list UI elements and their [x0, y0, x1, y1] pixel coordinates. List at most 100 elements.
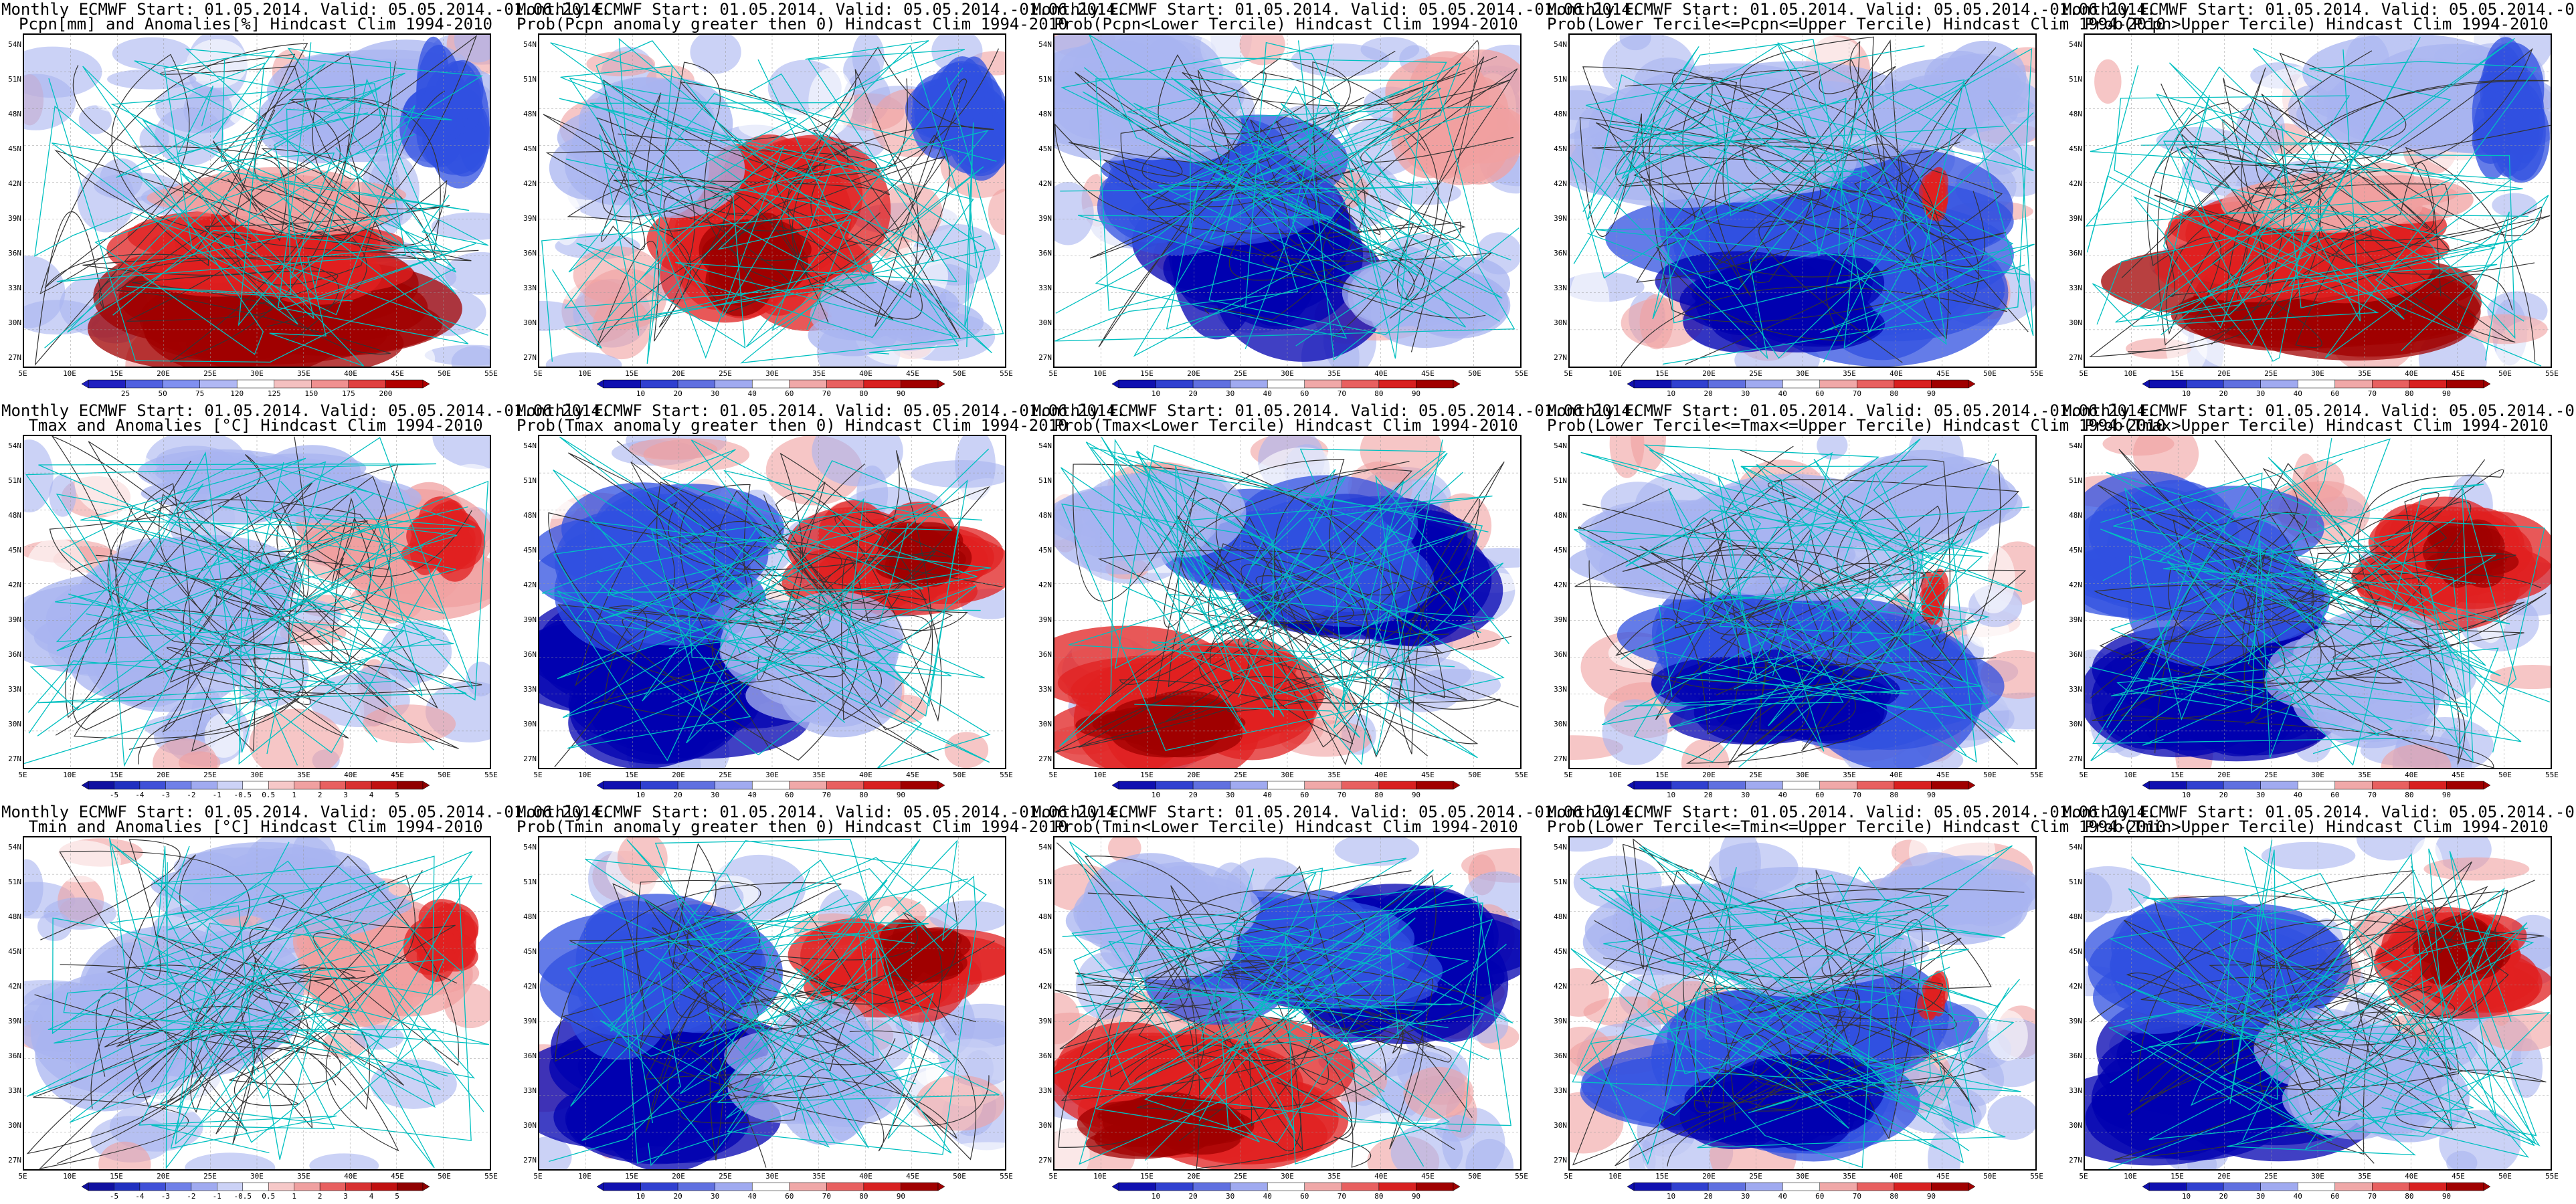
longitude-label: 25E — [1234, 771, 1247, 779]
longitude-label: 35E — [812, 1172, 826, 1181]
latitude-label: 54N — [8, 40, 21, 49]
longitude-label: 55E — [1000, 1172, 1013, 1181]
latitude-label: 51N — [1554, 878, 1567, 886]
latitude-label: 27N — [523, 1156, 537, 1165]
latitude-label: 54N — [8, 441, 21, 450]
colorbar-label: 80 — [2405, 791, 2414, 799]
latitude-label: 33N — [2069, 685, 2082, 694]
longitude-label: 20E — [157, 771, 170, 779]
longitude-label: 45E — [1936, 771, 1950, 779]
latitude-label: 48N — [2069, 511, 2082, 520]
colorbar — [81, 780, 430, 790]
latitude-label: 36N — [1554, 1051, 1567, 1060]
latitude-label: 39N — [1038, 615, 1052, 624]
longitude-label: 35E — [1327, 1172, 1341, 1181]
colorbar-label: 10 — [1151, 791, 1161, 799]
colorbar-label: -2 — [187, 791, 196, 799]
panel-title-line2: Prob(Tmax>Upper Tercile) Hindcast Clim 1… — [2084, 416, 2549, 435]
colorbar-label: 60 — [1300, 791, 1309, 799]
longitude-label: 30E — [2311, 369, 2324, 378]
longitude-label: 35E — [297, 771, 310, 779]
longitude-label: 30E — [2311, 1172, 2324, 1181]
latitude-label: 45N — [2069, 947, 2082, 956]
longitude-label: 15E — [625, 369, 638, 378]
colorbar-label: 20 — [1704, 791, 1713, 799]
colorbar-label: 90 — [1926, 389, 1936, 398]
longitude-label: 5E — [18, 771, 27, 779]
latitude-label: 42N — [2069, 179, 2082, 188]
latitude-label: 51N — [8, 476, 21, 485]
longitude-label: 20E — [1702, 1172, 1716, 1181]
colorbar-label: 60 — [1815, 389, 1825, 398]
panel-title-line2: Prob(Tmin<Lower Tercile) Hindcast Clim 1… — [1054, 817, 1518, 836]
latitude-label: 51N — [1554, 75, 1567, 84]
latitude-label: 45N — [2069, 144, 2082, 153]
colorbar-label: 90 — [896, 1192, 906, 1201]
latitude-label: 42N — [523, 179, 537, 188]
longitude-label: 25E — [2264, 369, 2278, 378]
latitude-label: 33N — [1554, 1086, 1567, 1095]
colorbar-label: 60 — [785, 791, 794, 799]
latitude-label: 27N — [1554, 1156, 1567, 1165]
longitude-label: 35E — [297, 369, 310, 378]
latitude-label: 48N — [523, 511, 537, 520]
panel-title-line2: Prob(Lower Tercile<=Tmax<=Upper Tercile)… — [1547, 416, 2166, 435]
panel-title-line1: Monthly ECMWF Start: 01.05.2014. Valid: … — [2062, 0, 2576, 19]
latitude-label: 30N — [2069, 318, 2082, 327]
latitude-label: 39N — [2069, 615, 2082, 624]
latitude-label: 48N — [1554, 511, 1567, 520]
colorbar-label: 40 — [1778, 389, 1787, 398]
longitude-label: 35E — [1327, 771, 1341, 779]
longitude-label: 5E — [1564, 369, 1573, 378]
latitude-label: 42N — [1554, 982, 1567, 991]
latitude-label: 39N — [1038, 1017, 1052, 1025]
latitude-label: 45N — [8, 947, 21, 956]
longitude-label: 20E — [672, 369, 685, 378]
longitude-label: 30E — [250, 369, 264, 378]
latitude-label: 30N — [1038, 318, 1052, 327]
longitude-label: 45E — [1421, 1172, 1435, 1181]
panel-title-line1: Monthly ECMWF Start: 01.05.2014. Valid: … — [1032, 401, 1641, 420]
longitude-label: 5E — [2079, 1172, 2088, 1181]
longitude-label: 45E — [391, 369, 404, 378]
colorbar-label: 30 — [1226, 1192, 1235, 1201]
longitude-label: 40E — [1374, 771, 1388, 779]
longitude-label: 25E — [1234, 1172, 1247, 1181]
longitude-label: 45E — [1421, 369, 1435, 378]
longitude-label: 10E — [1093, 1172, 1107, 1181]
latitude-label: 27N — [523, 755, 537, 763]
longitude-label: 15E — [110, 1172, 123, 1181]
latitude-label: 33N — [1038, 284, 1052, 292]
longitude-label: 40E — [1890, 771, 1903, 779]
longitude-label: 45E — [906, 1172, 919, 1181]
longitude-label: 25E — [1749, 1172, 1762, 1181]
colorbar-label: -0.5 — [234, 791, 252, 799]
forecast-map — [23, 33, 491, 368]
map-panel: Monthly ECMWF Start: 01.05.2014. Valid: … — [2062, 803, 2576, 1203]
latitude-label: 33N — [1038, 1086, 1052, 1095]
colorbar-label: 10 — [1666, 389, 1676, 398]
map-panel: Monthly ECMWF Start: 01.05.2014. Valid: … — [517, 803, 1125, 1203]
longitude-label: 50E — [953, 771, 966, 779]
longitude-label: 55E — [484, 1172, 498, 1181]
colorbar-label: 90 — [896, 389, 906, 398]
latitude-label: 51N — [1038, 476, 1052, 485]
longitude-label: 15E — [1140, 771, 1154, 779]
colorbar — [596, 780, 945, 790]
colorbar-label: 40 — [1263, 389, 1272, 398]
longitude-label: 20E — [1187, 369, 1200, 378]
map-panel: Monthly ECMWF Start: 01.05.2014. Valid: … — [1, 401, 610, 801]
longitude-label: 40E — [1890, 1172, 1903, 1181]
latitude-label: 33N — [8, 685, 21, 694]
longitude-label: 45E — [2452, 1172, 2465, 1181]
forecast-map — [1568, 33, 2037, 368]
latitude-label: 33N — [523, 1086, 537, 1095]
longitude-label: 25E — [719, 1172, 732, 1181]
latitude-label: 45N — [8, 546, 21, 555]
longitude-label: 15E — [1140, 369, 1154, 378]
longitude-label: 40E — [1374, 1172, 1388, 1181]
longitude-label: 55E — [1000, 771, 1013, 779]
latitude-label: 39N — [1554, 1017, 1567, 1025]
longitude-label: 5E — [1048, 1172, 1058, 1181]
